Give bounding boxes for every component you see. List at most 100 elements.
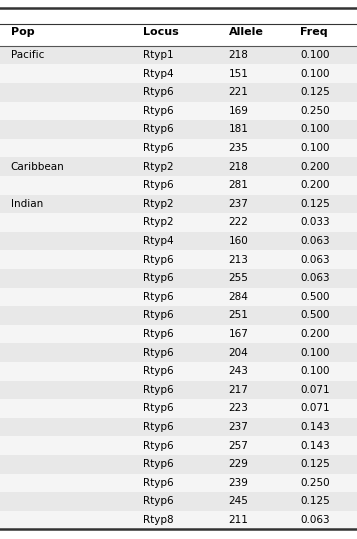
Bar: [0, 437, 357, 455]
Bar: [0, 418, 357, 437]
Bar: [0, 157, 357, 176]
Text: 213: 213: [228, 254, 248, 265]
Bar: [0, 492, 357, 511]
Text: 204: 204: [228, 348, 248, 358]
Text: 251: 251: [228, 310, 248, 321]
Bar: [0, 250, 357, 269]
Bar: [0, 213, 357, 232]
Text: 0.063: 0.063: [300, 254, 330, 265]
Text: Rtyp6: Rtyp6: [143, 125, 174, 135]
Text: Pacific: Pacific: [11, 50, 44, 60]
Text: 181: 181: [228, 125, 248, 135]
Text: 0.100: 0.100: [300, 143, 330, 153]
Text: 0.500: 0.500: [300, 292, 330, 302]
Text: Rtyp6: Rtyp6: [143, 440, 174, 451]
Text: 245: 245: [228, 496, 248, 507]
Text: Rtyp6: Rtyp6: [143, 329, 174, 339]
Bar: [0, 120, 357, 139]
Text: 229: 229: [228, 459, 248, 469]
Text: 0.250: 0.250: [300, 106, 330, 116]
Text: 243: 243: [228, 366, 248, 376]
Bar: [0, 232, 357, 250]
Text: 0.125: 0.125: [300, 496, 330, 507]
Text: Rtyp8: Rtyp8: [143, 515, 174, 525]
Text: Rtyp6: Rtyp6: [143, 254, 174, 265]
Text: 0.125: 0.125: [300, 87, 330, 98]
Text: Rtyp4: Rtyp4: [143, 68, 174, 79]
Text: 222: 222: [228, 217, 248, 227]
Bar: [0, 399, 357, 418]
Text: 0.500: 0.500: [300, 310, 330, 321]
Bar: [0, 362, 357, 381]
Text: 0.063: 0.063: [300, 273, 330, 284]
Bar: [0, 324, 357, 343]
Text: Rtyp6: Rtyp6: [143, 385, 174, 395]
Text: 0.125: 0.125: [300, 459, 330, 469]
Text: 0.071: 0.071: [300, 385, 330, 395]
Text: 0.100: 0.100: [300, 68, 330, 79]
Text: 169: 169: [228, 106, 248, 116]
Text: Rtyp4: Rtyp4: [143, 236, 174, 246]
Text: 235: 235: [228, 143, 248, 153]
Text: 0.200: 0.200: [300, 162, 330, 172]
Text: 0.100: 0.100: [300, 125, 330, 135]
Text: Rtyp6: Rtyp6: [143, 310, 174, 321]
Bar: [0, 139, 357, 157]
Text: 223: 223: [228, 403, 248, 413]
Text: 221: 221: [228, 87, 248, 98]
Bar: [0, 101, 357, 120]
Text: 281: 281: [228, 180, 248, 190]
Text: Rtyp1: Rtyp1: [143, 50, 174, 60]
Text: 0.143: 0.143: [300, 422, 330, 432]
Text: Rtyp6: Rtyp6: [143, 496, 174, 507]
Text: Locus: Locus: [143, 27, 178, 37]
Text: 0.143: 0.143: [300, 440, 330, 451]
Text: Rtyp6: Rtyp6: [143, 180, 174, 190]
Text: Freq: Freq: [300, 27, 327, 37]
Text: 0.100: 0.100: [300, 348, 330, 358]
Text: 0.100: 0.100: [300, 50, 330, 60]
Text: Rtyp6: Rtyp6: [143, 403, 174, 413]
Text: Rtyp6: Rtyp6: [143, 459, 174, 469]
Text: 0.063: 0.063: [300, 515, 330, 525]
Text: Rtyp6: Rtyp6: [143, 348, 174, 358]
Text: Pop: Pop: [11, 27, 34, 37]
Text: 0.071: 0.071: [300, 403, 330, 413]
Bar: [0, 83, 357, 101]
Text: 0.100: 0.100: [300, 366, 330, 376]
Text: 160: 160: [228, 236, 248, 246]
Bar: [0, 455, 357, 474]
Text: 0.033: 0.033: [300, 217, 330, 227]
Text: Rtyp6: Rtyp6: [143, 87, 174, 98]
Text: Allele: Allele: [228, 27, 263, 37]
Text: 237: 237: [228, 422, 248, 432]
Text: Rtyp6: Rtyp6: [143, 478, 174, 488]
Text: 151: 151: [228, 68, 248, 79]
Bar: [0, 511, 357, 529]
Bar: [0, 46, 357, 64]
Bar: [0, 64, 357, 83]
Text: 211: 211: [228, 515, 248, 525]
Bar: [0, 195, 357, 213]
Text: 239: 239: [228, 478, 248, 488]
Text: 218: 218: [228, 162, 248, 172]
Text: 0.250: 0.250: [300, 478, 330, 488]
Text: 284: 284: [228, 292, 248, 302]
Text: 237: 237: [228, 199, 248, 209]
Bar: [0, 288, 357, 306]
Text: 255: 255: [228, 273, 248, 284]
Text: Rtyp2: Rtyp2: [143, 199, 174, 209]
Text: Rtyp2: Rtyp2: [143, 162, 174, 172]
Text: 0.125: 0.125: [300, 199, 330, 209]
Text: 0.200: 0.200: [300, 329, 330, 339]
Bar: [0, 306, 357, 324]
Text: Rtyp6: Rtyp6: [143, 273, 174, 284]
Bar: [0, 381, 357, 399]
Text: Rtyp6: Rtyp6: [143, 422, 174, 432]
Text: Rtyp6: Rtyp6: [143, 292, 174, 302]
Bar: [0, 269, 357, 288]
Text: Rtyp2: Rtyp2: [143, 217, 174, 227]
Text: Rtyp6: Rtyp6: [143, 366, 174, 376]
Text: 167: 167: [228, 329, 248, 339]
Text: Rtyp6: Rtyp6: [143, 143, 174, 153]
